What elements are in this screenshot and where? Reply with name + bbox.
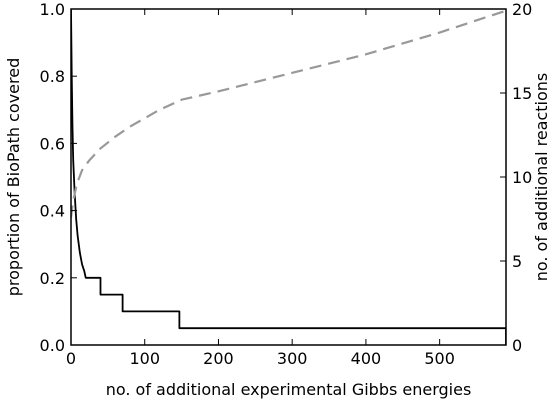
x-tick-label: 500 (424, 349, 455, 368)
series-line-reactions (71, 9, 506, 345)
x-tick-label: 0 (66, 349, 76, 368)
y-right-tick-label: 0 (512, 336, 522, 355)
y-left-tick-label: 0.6 (40, 134, 65, 153)
y-right-tick-label: 20 (512, 0, 532, 19)
y-left-tick-label: 0.0 (40, 336, 65, 355)
plot-frame (70, 8, 507, 346)
y-axis-label-left: proportion of BioPath covered (4, 58, 23, 297)
ticks: 0 100 200 300 400 500 0.0 0.2 0.4 0.6 0.8 1.0 0 5 10 15… (40, 0, 533, 368)
y-right-tick-label: 5 (512, 252, 522, 271)
x-tick-label: 100 (129, 349, 160, 368)
y-right-tick-label: 10 (512, 168, 532, 187)
y-left-tick-label: 0.4 (40, 202, 65, 221)
plot-area (71, 9, 506, 345)
series-line-coverage (71, 9, 506, 218)
y-left-tick-label: 0.8 (40, 67, 65, 86)
x-tick-label: 400 (351, 349, 382, 368)
x-tick-label: 200 (203, 349, 234, 368)
x-tick-label: 300 (277, 349, 308, 368)
y-left-tick-label: 0.2 (40, 269, 65, 288)
x-axis-label: no. of additional experimental Gibbs ene… (106, 380, 472, 399)
y-axis-label-right: no. of additional reactions (532, 73, 551, 282)
y-right-tick-label: 15 (512, 84, 532, 103)
y-left-tick-label: 1.0 (40, 0, 65, 19)
